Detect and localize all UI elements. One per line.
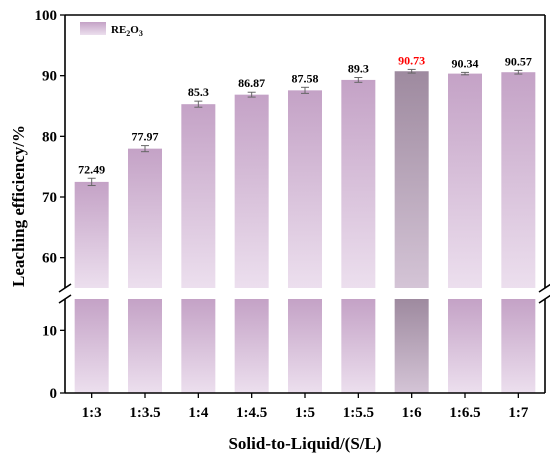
legend-swatch <box>80 22 106 35</box>
legend-label-mid: O <box>130 24 139 36</box>
bar-upper-0 <box>74 181 109 288</box>
y-tick-label-upper-1: 70 <box>42 190 57 206</box>
data-label-0: 72.49 <box>78 162 105 176</box>
bar-upper-5 <box>341 79 376 288</box>
error-bar-group <box>87 68 523 187</box>
bar-lower-1 <box>128 299 162 393</box>
y-tick-label-upper-3: 90 <box>42 69 57 85</box>
x-tick-label-2: 1:4 <box>188 405 208 421</box>
legend: RE2O3 <box>80 22 143 38</box>
data-label-1: 77.97 <box>132 130 159 144</box>
bar-lower-2 <box>181 299 216 393</box>
y-tick-label-lower-1: 10 <box>42 323 57 339</box>
data-label-7: 90.34 <box>452 56 479 70</box>
bar-lower-4 <box>288 299 322 393</box>
data-label-group: 72.49 77.97 85.3 86.87 87.58 89.3 90.73 90.34 90… <box>78 53 532 176</box>
bar-lower-8 <box>501 299 536 393</box>
bar-lower-7 <box>448 299 482 393</box>
x-tick-label-5: 1:5.5 <box>343 405 374 421</box>
x-tick-label-3: 1:4.5 <box>236 405 267 421</box>
bar-lower-5 <box>341 299 376 393</box>
y-axis-title: Leaching efficiency/% <box>9 125 28 287</box>
legend-label-main: RE <box>111 24 126 36</box>
y-tick-group: 60 70 80 90 100 0 10 <box>35 8 65 402</box>
axis-break-lower-1 <box>538 294 550 304</box>
bar-group <box>74 71 536 393</box>
x-tick-label-8: 1:7 <box>508 405 528 421</box>
bar-upper-7 <box>448 73 482 288</box>
data-label-6: 90.73 <box>398 53 425 67</box>
bar-lower-0 <box>74 299 109 393</box>
bar-lower-6 <box>394 299 429 393</box>
axis-break-lower-0 <box>58 294 72 304</box>
bar-upper-8 <box>501 72 536 288</box>
x-tick-label-6: 1:6 <box>402 405 422 421</box>
legend-label: RE2O3 <box>111 24 143 38</box>
x-tick-label-4: 1:5 <box>295 405 315 421</box>
x-tick-group: 1:3 1:3.5 1:4 1:4.5 1:5 1:5.5 1:6 1:6.5 1:7 <box>82 393 529 421</box>
bar-upper-6 <box>394 71 429 288</box>
y-tick-label-upper-4: 100 <box>35 8 58 24</box>
y-tick-label-upper-0: 60 <box>42 251 57 267</box>
data-label-2: 85.3 <box>188 85 209 99</box>
bar-upper-2 <box>181 104 216 289</box>
legend-label-sub2: 3 <box>139 29 143 38</box>
data-label-5: 89.3 <box>348 61 369 75</box>
data-label-4: 87.58 <box>292 71 319 85</box>
axis-break-upper-0 <box>58 283 72 293</box>
y-tick-label-upper-2: 80 <box>42 129 57 145</box>
bar-lower-3 <box>234 299 269 393</box>
data-label-3: 86.87 <box>238 76 265 90</box>
x-tick-label-7: 1:6.5 <box>449 405 480 421</box>
data-label-8: 90.57 <box>505 54 532 68</box>
legend-label-sub1: 2 <box>126 29 130 38</box>
axis-break-upper-1 <box>538 283 550 293</box>
x-tick-label-1: 1:3.5 <box>129 405 160 421</box>
bar-upper-4 <box>288 90 322 289</box>
x-axis-title: Solid-to-Liquid/(S/L) <box>228 434 381 453</box>
x-tick-label-0: 1:3 <box>82 405 102 421</box>
bar-upper-1 <box>128 148 162 288</box>
bar-upper-3 <box>234 94 269 288</box>
y-tick-label-lower-0: 0 <box>50 386 58 402</box>
